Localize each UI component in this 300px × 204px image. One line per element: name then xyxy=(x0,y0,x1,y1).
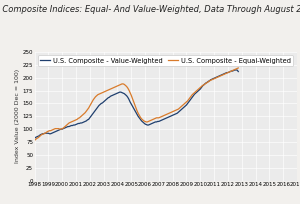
U.S. Composite - Value-Weighted xyxy=(104,99,108,101)
U.S. Composite - Value-Weighted xyxy=(236,70,240,73)
U.S. Composite - Equal-Weighted xyxy=(171,110,175,113)
U.S. Composite - Value-Weighted xyxy=(66,125,70,128)
Y-axis label: Index Value (2000 Dec = 100): Index Value (2000 Dec = 100) xyxy=(15,69,20,163)
U.S. Composite - Equal-Weighted xyxy=(236,67,240,69)
U.S. Composite - Value-Weighted xyxy=(171,114,175,116)
Legend: U.S. Composite - Value-Weighted, U.S. Composite - Equal-Weighted: U.S. Composite - Value-Weighted, U.S. Co… xyxy=(38,55,293,66)
U.S. Composite - Equal-Weighted xyxy=(133,103,136,106)
U.S. Composite - Equal-Weighted xyxy=(197,87,201,90)
U.S. Composite - Value-Weighted xyxy=(224,72,227,74)
U.S. Composite - Value-Weighted xyxy=(233,69,237,71)
U.S. Composite - Equal-Weighted xyxy=(33,139,36,142)
U.S. Composite - Equal-Weighted xyxy=(224,72,227,75)
Text: U.S. Composite Indices: Equal- And Value-Weighted, Data Through August 2017: U.S. Composite Indices: Equal- And Value… xyxy=(0,5,300,14)
U.S. Composite - Equal-Weighted xyxy=(104,90,108,92)
Line: U.S. Composite - Value-Weighted: U.S. Composite - Value-Weighted xyxy=(34,70,238,138)
U.S. Composite - Equal-Weighted xyxy=(66,123,70,125)
U.S. Composite - Value-Weighted xyxy=(33,137,36,140)
U.S. Composite - Value-Weighted xyxy=(133,109,136,111)
U.S. Composite - Value-Weighted xyxy=(197,89,201,91)
Line: U.S. Composite - Equal-Weighted: U.S. Composite - Equal-Weighted xyxy=(34,68,238,140)
